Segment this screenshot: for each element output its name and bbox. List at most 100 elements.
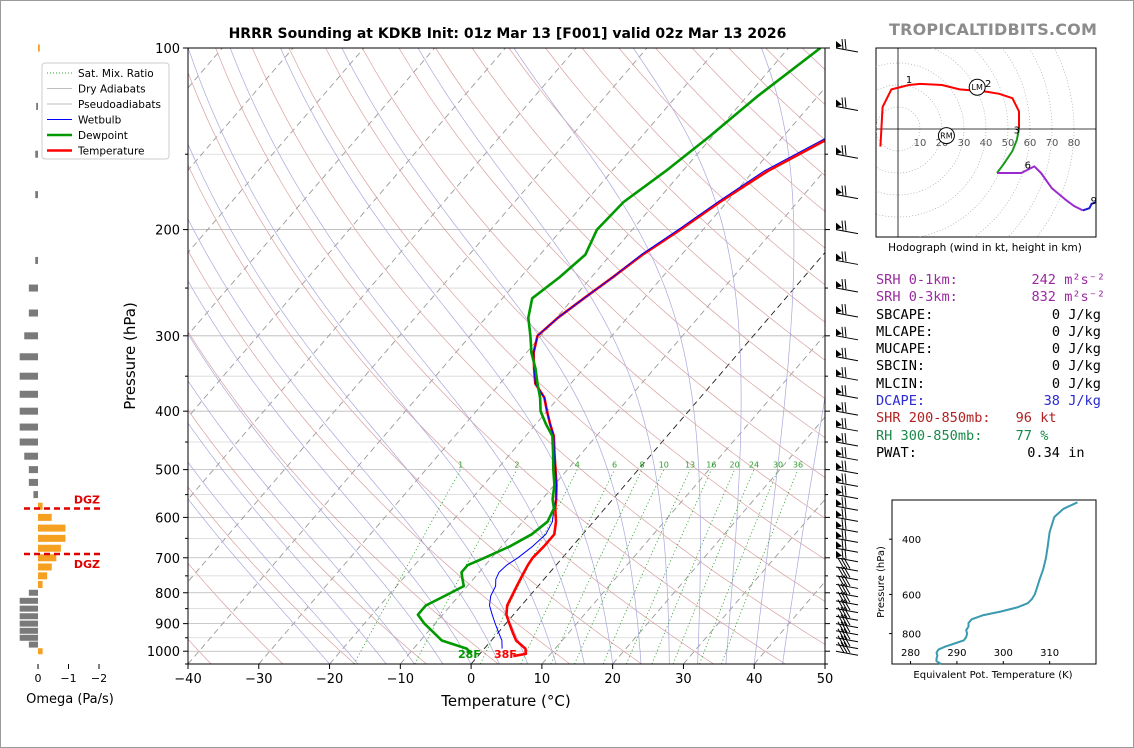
omega-x-tick-label: 0: [35, 672, 42, 685]
y-tick-label: 100: [155, 42, 180, 57]
index-unit: J/kg: [1068, 358, 1101, 375]
dry-adiabat: [471, 48, 825, 400]
x-tick-label: 50: [817, 672, 834, 687]
omega-bar: [28, 641, 38, 648]
hodograph-segment: [1082, 201, 1096, 212]
index-value: 0: [1051, 341, 1060, 358]
x-tick-label: −10: [387, 672, 414, 687]
index-row: SBCAPE: 0 J/kg: [876, 307, 1105, 324]
dgz-label: DGZ: [74, 494, 100, 507]
omega-bar: [19, 605, 38, 612]
mixing-ratio-line: [699, 469, 779, 664]
omega-bar: [38, 544, 61, 552]
wind-barb: [835, 519, 859, 533]
wind-barb: [835, 591, 859, 606]
wind-barb: [835, 326, 859, 341]
omega-bar: [19, 390, 38, 398]
dry-adiabat: [188, 249, 571, 664]
index-label: MLCIN:: [876, 375, 926, 392]
mixing-ratio-label: 6: [612, 461, 617, 470]
mixing-ratio-line: [353, 469, 462, 664]
moist-adiabat: [188, 422, 387, 664]
mixing-ratio-label: 10: [659, 461, 669, 470]
wind-barb: [835, 641, 859, 656]
wind-barb: [835, 385, 859, 399]
dry-adiabat: [188, 330, 499, 664]
index-label: SBCAPE:: [876, 306, 934, 323]
dry-adiabat: [398, 48, 825, 478]
moist-adiabat: [341, 48, 642, 664]
mixing-ratio-label: 8: [639, 461, 644, 470]
index-row: SRH 0-3km: 832 m²s⁻²: [876, 289, 1105, 306]
hodograph-height-label: 1: [906, 75, 912, 86]
wind-barb: [835, 548, 859, 563]
hodograph-ring-label: 20: [936, 138, 949, 149]
omega-x-label: Omega (Pa/s): [26, 692, 114, 707]
index-row: MLCAPE: 0 J/kg: [876, 324, 1105, 341]
x-tick-label: 30: [675, 672, 692, 687]
dry-adiabat: [288, 48, 825, 602]
skewt-x-label: Temperature (°C): [440, 692, 570, 710]
index-label: RH 300-850mb:: [876, 427, 983, 444]
y-tick-label: 1000: [147, 645, 180, 660]
hodograph-ring-label: 60: [1024, 138, 1037, 149]
chart-title: HRRR Sounding at KDKB Init: 01z Mar 13 […: [228, 26, 787, 42]
legend-label: Pseudoadiabats: [78, 99, 161, 111]
moist-adiabat: [188, 333, 444, 664]
storm-motion-marker: [937, 127, 955, 145]
index-label: MUCAPE:: [876, 341, 934, 358]
omega-bar: [28, 309, 38, 317]
index-value: 0: [1051, 323, 1060, 340]
omega-bar: [38, 44, 40, 52]
y-tick-label: 800: [155, 587, 180, 602]
isotherm-line: [470, 251, 825, 664]
theta-e-x-label: Equivalent Pot. Temperature (K): [913, 670, 1072, 681]
omega-bar: [38, 648, 43, 655]
index-row: PWAT: 0.34 in: [876, 445, 1105, 462]
dry-adiabat: [251, 48, 825, 645]
wind-barb: [835, 485, 859, 500]
omega-bar: [28, 284, 38, 292]
omega-bar: [33, 491, 38, 499]
theta-e-panel: 280 290 300 310 400 600 800: [889, 499, 1097, 665]
isotherm-line: [329, 87, 825, 664]
mixing-ratio-line: [550, 469, 643, 664]
legend-label: Wetbulb: [78, 115, 122, 127]
dry-adiabat: [361, 48, 825, 519]
index-row: MUCAPE: 0 J/kg: [876, 341, 1105, 358]
x-tick-label: 10: [534, 672, 551, 687]
index-row: SRH 0-1km: 242 m²s⁻²: [876, 272, 1105, 289]
wind-barb: [835, 251, 859, 265]
skewt-legend: Sat. Mix. Ratio Dry Adiabats Pseudoadiabat…: [41, 62, 170, 160]
theta-e-x-tick-label: 280: [901, 648, 920, 659]
dry-adiabat: [188, 486, 355, 664]
theta-e-x-tick-label: 290: [947, 648, 966, 659]
x-tick-label: 20: [604, 672, 621, 687]
index-row: DCAPE: 38 J/kg: [876, 393, 1105, 410]
theta-e-y-tick-label: 800: [902, 630, 921, 641]
wind-barb: [835, 473, 859, 487]
skewt-axes: −40 −30 −20 −10 0 10 20 30 40 50 100 200 300 400 500 60…: [147, 42, 833, 687]
omega-bar: [38, 554, 57, 562]
index-row: MLCIN: 0 J/kg: [876, 376, 1105, 393]
hodograph-ring-label: 50: [1002, 138, 1015, 149]
omega-bar: [19, 597, 38, 604]
isotherm-line: [612, 416, 825, 664]
mixing-ratio-line: [479, 469, 578, 664]
wind-barb: [835, 557, 859, 572]
dry-adiabat: [508, 48, 825, 361]
index-value: 96: [1015, 410, 1032, 427]
wind-barb: [835, 539, 859, 553]
mixing-ratio-label: 20: [730, 461, 740, 470]
omega-bar: [19, 353, 38, 361]
dry-adiabat: [215, 48, 786, 664]
x-tick-label: −30: [245, 672, 272, 687]
index-value: 38: [1043, 393, 1060, 410]
y-tick-label: 400: [155, 405, 180, 420]
hodograph-panel: 10 20 30 40 50 60 70 80 LM RM 1 2 3 6 9: [875, 47, 1097, 238]
index-label: SBCIN:: [876, 358, 926, 375]
index-unit: kt: [1040, 410, 1057, 427]
wind-barb: [835, 97, 859, 111]
omega-bar: [19, 627, 38, 634]
hodograph-ring-label: 10: [914, 138, 927, 149]
